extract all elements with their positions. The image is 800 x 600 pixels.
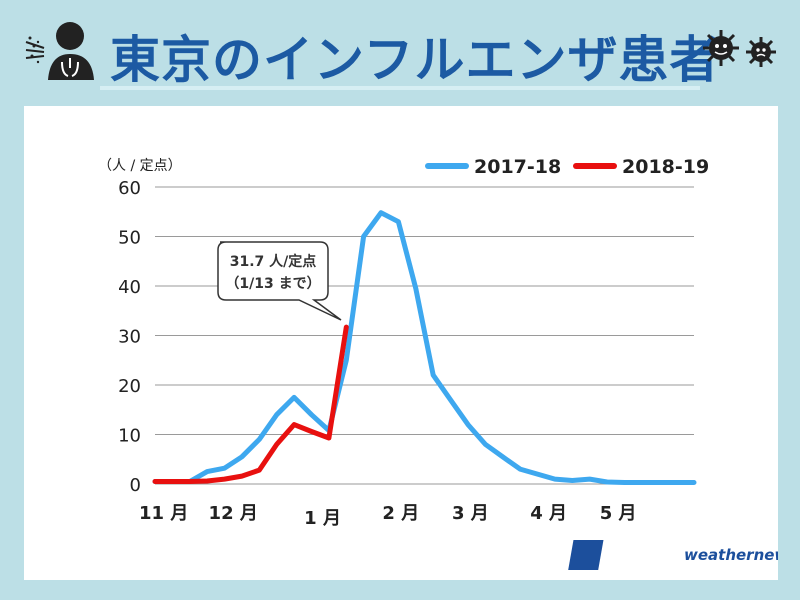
y-tick-label-60: 60	[118, 178, 141, 199]
title-underline	[100, 86, 700, 90]
y-tick-label-50: 50	[118, 228, 141, 249]
wn-logo-box	[568, 540, 604, 570]
x-tick-label-5: 4 月	[530, 503, 567, 524]
x-tick-label-1: 12 月	[209, 503, 258, 524]
weathernews-logo: WN weathernews	[568, 540, 797, 570]
header: 東京のインフルエンザ患者	[0, 0, 800, 105]
series-line-2018-19	[152, 324, 349, 484]
x-tick-label-6: 5 月	[600, 503, 637, 524]
callout-bubble	[217, 241, 342, 321]
y-tick-labels: 0 10 20 30 40 50 60	[118, 178, 141, 496]
x-tick-labels: 11 月 12 月 1 月 2 月 3 月 4 月 5 月	[139, 503, 637, 529]
x-tick-label-2: 1 月	[304, 508, 341, 529]
callout-line-2: （1/13 まで）	[225, 276, 320, 292]
legend-label-2018-19: 2018-19	[622, 156, 709, 178]
y-tick-label-20: 20	[118, 376, 141, 397]
legend: 2017-18 2018-19	[425, 156, 709, 178]
y-tick-label-40: 40	[118, 277, 141, 298]
legend-label-2017-18: 2017-18	[474, 156, 561, 178]
x-tick-label-4: 3 月	[452, 503, 489, 524]
callout-line-1: 31.7 人/定点	[230, 253, 317, 270]
callout: 31.7 人/定点 （1/13 まで）	[217, 241, 342, 321]
influenza-line-chart: 0 10 20 30 40 50 60 11 月 12 月 1 月 2 月 3 月 4 月 5 月 （人…	[98, 156, 797, 570]
series-line-2017-18	[152, 210, 697, 485]
x-tick-label-0: 11 月	[139, 503, 188, 524]
y-tick-label-10: 10	[118, 426, 141, 447]
chart-panel: 0 10 20 30 40 50 60 11 月 12 月 1 月 2 月 3 月 4 月 5 月 （人…	[24, 106, 797, 580]
brand-text: weathernews	[684, 546, 778, 564]
wn-logo-mark: WN	[648, 547, 679, 566]
y-tick-label-30: 30	[118, 327, 141, 348]
x-tick-label-3: 2 月	[382, 503, 419, 524]
y-axis-label: （人 / 定点）	[98, 158, 182, 174]
y-tick-label-0: 0	[130, 475, 141, 496]
series-lines	[152, 210, 697, 485]
virus-icon	[703, 30, 776, 67]
page-title: 東京のインフルエンザ患者	[110, 31, 721, 89]
sneezing-person-icon	[25, 22, 94, 80]
